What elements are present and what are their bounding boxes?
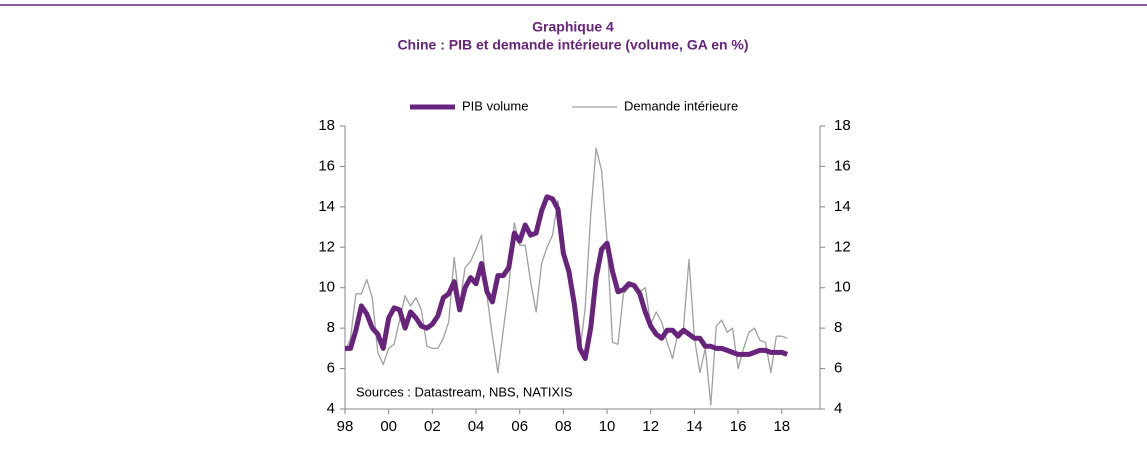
y-tick-label: 8: [327, 319, 335, 336]
x-tick-label: 06: [511, 418, 528, 435]
series-line: [344, 147, 788, 406]
y-tick-label: 14: [318, 198, 335, 215]
legend-label: PIB volume: [462, 98, 528, 113]
x-tick-label: 14: [686, 418, 703, 435]
x-tick-label: 04: [468, 418, 485, 435]
y2-tick-label: 16: [834, 157, 851, 174]
y2-tick-label: 6: [834, 360, 842, 377]
x-tick-label: 02: [424, 418, 441, 435]
y2-tick-label: 18: [834, 117, 851, 134]
x-tick-label: 12: [642, 418, 659, 435]
y-tick-label: 6: [327, 360, 335, 377]
y-tick-label: 12: [318, 238, 335, 255]
y2-tick-label: 14: [834, 198, 851, 215]
y-tick-label: 16: [318, 157, 335, 174]
chart-title: Graphique 4: [532, 19, 614, 35]
series-line: [345, 194, 789, 361]
legend-label: Demande intérieure: [624, 98, 738, 113]
y2-tick-label: 12: [834, 238, 851, 255]
source-note: Sources : Datastream, NBS, NATIXIS: [356, 384, 573, 399]
y2-tick-label: 4: [834, 400, 842, 417]
x-tick-label: 10: [599, 418, 616, 435]
y-tick-label: 4: [327, 400, 335, 417]
x-tick-label: 16: [730, 418, 747, 435]
x-tick-label: 00: [380, 418, 397, 435]
y2-tick-label: 10: [834, 279, 851, 296]
y2-tick-label: 8: [834, 319, 842, 336]
y-tick-label: 10: [318, 279, 335, 296]
x-tick-label: 08: [555, 418, 572, 435]
x-tick-label: 98: [337, 418, 354, 435]
chart-subtitle: Chine : PIB et demande intérieure (volum…: [397, 37, 748, 53]
x-tick-label: 18: [773, 418, 790, 435]
y-tick-label: 18: [318, 117, 335, 134]
